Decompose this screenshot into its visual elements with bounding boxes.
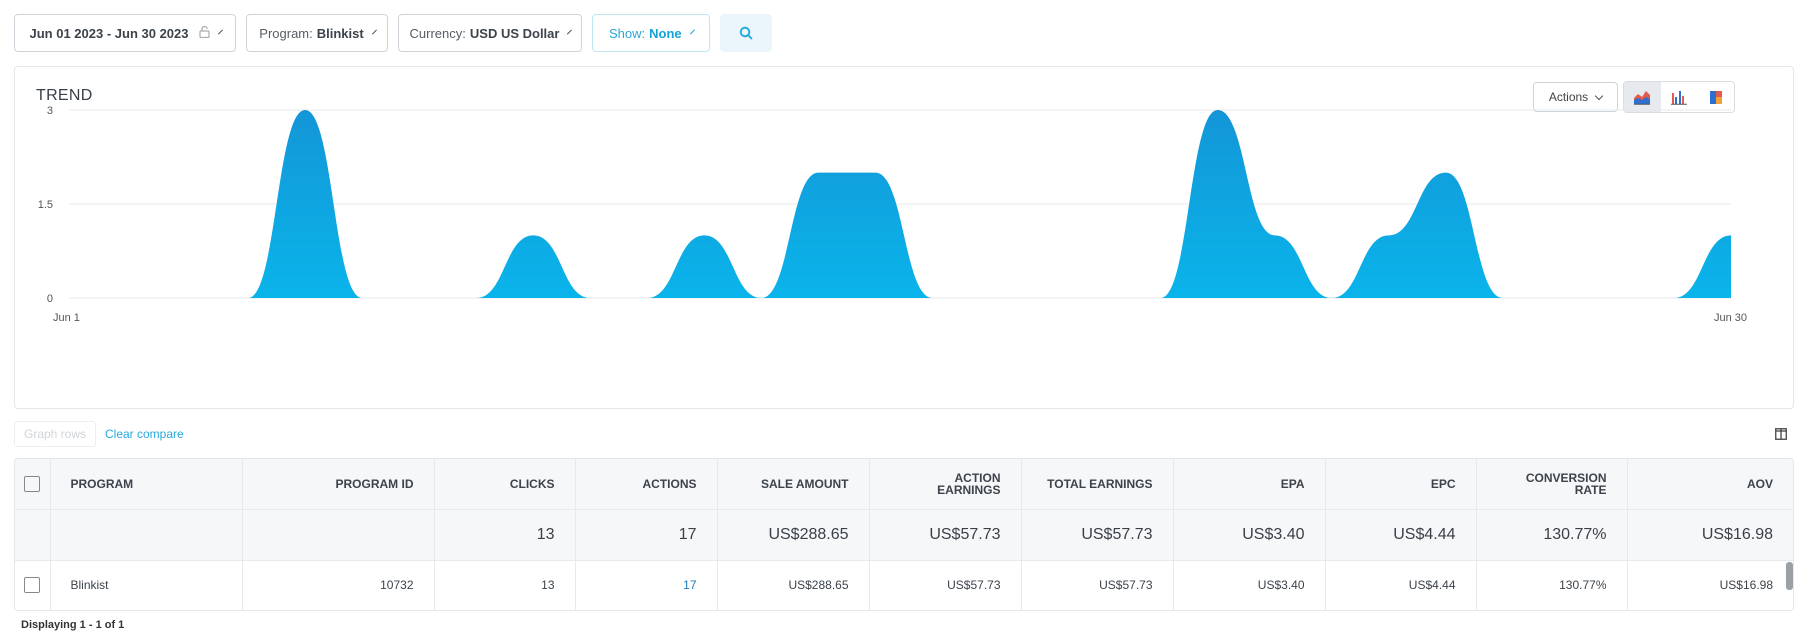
row-checkbox[interactable] <box>24 577 41 594</box>
column-header[interactable]: ACTION EARNINGS <box>869 459 1022 509</box>
show-value: None <box>649 25 682 41</box>
lock-icon <box>198 25 210 41</box>
x-tick-label: Jun 1 <box>53 312 80 324</box>
trend-chart: 0 1.5 3 Jun 1 Jun 30 <box>38 105 1747 324</box>
actions-label: Actions <box>1548 90 1589 104</box>
select-all-cell <box>15 459 51 509</box>
clear-compare-link[interactable]: Clear compare <box>105 427 184 441</box>
column-header[interactable]: CONVERSION RATE <box>1476 459 1628 509</box>
column-header[interactable]: ACTIONS <box>575 459 718 509</box>
select-all-checkbox[interactable] <box>24 475 41 492</box>
chevron-down-icon <box>567 29 573 34</box>
table-row: Blinkist 10732 13 17 US$288.65 US$57.73 … <box>15 560 1793 610</box>
date-range-value: Jun 01 2023 - Jun 30 2023 <box>29 25 189 41</box>
y-tick-label: 3 <box>47 105 53 117</box>
actions-dropdown[interactable]: Actions <box>1533 82 1618 112</box>
search-button[interactable] <box>720 14 772 52</box>
bar-chart-button[interactable] <box>1661 82 1698 112</box>
totals-row: 13 17 US$288.65 US$57.73 US$57.73 US$3.4… <box>15 509 1793 560</box>
sale-amount-cell: US$288.65 <box>717 560 870 610</box>
totals-cell: US$288.65 <box>717 509 870 560</box>
clicks-cell: 13 <box>434 560 576 610</box>
currency-value: USD US Dollar <box>469 25 560 41</box>
totals-cell: US$57.73 <box>869 509 1022 560</box>
column-header[interactable]: AOV <box>1746 476 1773 491</box>
epa-cell: US$3.40 <box>1173 560 1326 610</box>
stacked-chart-button[interactable] <box>1697 82 1734 112</box>
totals-cell: US$16.98 <box>1701 525 1773 543</box>
program-id-cell: 10732 <box>242 560 435 610</box>
filter-bar: Jun 01 2023 - Jun 30 2023 Program: Blink… <box>14 14 772 52</box>
currency-label: Currency: <box>409 25 466 41</box>
conversion-rate-cell: 130.77% <box>1476 560 1628 610</box>
total-earnings-cell: US$57.73 <box>1021 560 1174 610</box>
trend-panel: TREND Actions 0 1.5 3 Jun 1 Jun 30 <box>14 66 1794 409</box>
totals-cell: 13 <box>434 509 576 560</box>
table-scrollbar[interactable] <box>1786 562 1793 590</box>
totals-cell: US$4.44 <box>1325 509 1477 560</box>
chart-type-toggle <box>1623 81 1735 113</box>
program-name-cell: Blinkist <box>50 560 243 610</box>
chevron-down-icon <box>217 29 223 34</box>
show-dropdown[interactable]: Show: None <box>592 14 710 52</box>
row-checkbox-cell <box>15 560 51 610</box>
series-area <box>77 110 1731 298</box>
totals-checkbox-cell <box>15 509 51 560</box>
column-header[interactable]: PROGRAM <box>50 459 243 509</box>
chevron-down-icon <box>689 28 695 35</box>
date-range-dropdown[interactable]: Jun 01 2023 - Jun 30 2023 <box>14 14 236 52</box>
totals-cell <box>242 509 435 560</box>
stacked-chart-icon <box>1709 91 1722 104</box>
y-tick-label: 1.5 <box>38 199 53 211</box>
area-chart-button[interactable] <box>1624 82 1661 112</box>
program-label: Program: <box>259 25 313 41</box>
show-label: Show: <box>609 25 646 41</box>
column-header[interactable]: PROGRAM ID <box>242 459 435 509</box>
graph-rows-button[interactable]: Graph rows <box>14 421 96 447</box>
area-chart-icon <box>1634 91 1651 105</box>
column-header[interactable]: EPC <box>1325 459 1477 509</box>
table-header-row: PROGRAM PROGRAM ID CLICKS ACTIONS SALE A… <box>15 459 1793 509</box>
aov-cell: US$16.98 <box>1719 578 1773 593</box>
column-header[interactable]: CLICKS <box>434 459 576 509</box>
columns-icon <box>1775 428 1787 440</box>
totals-cell <box>50 509 243 560</box>
totals-cell: 17 <box>575 509 718 560</box>
y-tick-label: 0 <box>47 293 53 305</box>
program-dropdown[interactable]: Program: Blinkist <box>246 14 388 52</box>
totals-cell: 130.77% <box>1476 509 1628 560</box>
report-table: PROGRAM PROGRAM ID CLICKS ACTIONS SALE A… <box>14 458 1794 611</box>
currency-dropdown[interactable]: Currency: USD US Dollar <box>398 14 582 52</box>
graph-rows-label: Graph rows <box>23 427 87 441</box>
totals-cell: US$57.73 <box>1021 509 1174 560</box>
actions-link[interactable]: 17 <box>575 560 718 610</box>
column-header[interactable]: TOTAL EARNINGS <box>1021 459 1174 509</box>
chevron-down-icon <box>371 29 377 34</box>
epc-cell: US$4.44 <box>1325 560 1477 610</box>
columns-toggle-button[interactable] <box>1775 427 1787 445</box>
totals-cell: US$3.40 <box>1173 509 1326 560</box>
column-header[interactable]: SALE AMOUNT <box>717 459 870 509</box>
action-earnings-cell: US$57.73 <box>869 560 1022 610</box>
bar-chart-icon <box>1671 91 1687 105</box>
trend-title: TREND <box>36 87 93 104</box>
x-tick-label: Jun 30 <box>1714 312 1747 324</box>
column-header[interactable]: EPA <box>1173 459 1326 509</box>
search-icon <box>739 26 753 40</box>
program-value: Blinkist <box>316 25 364 41</box>
